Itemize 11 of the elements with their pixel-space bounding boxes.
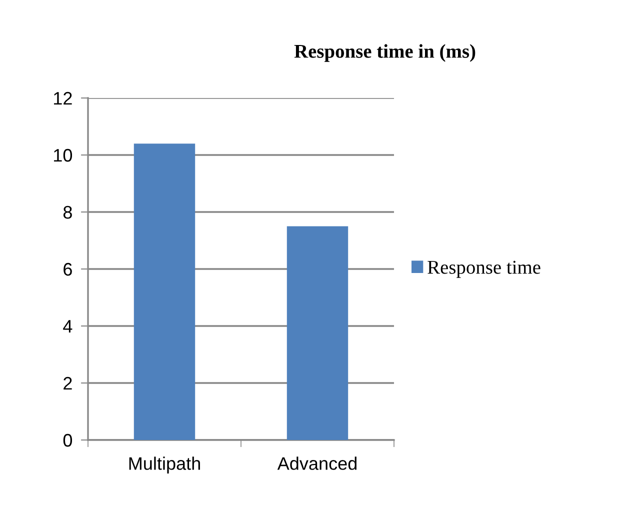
- chart-title: Response time in (ms): [294, 44, 476, 62]
- y-tick-label: 12: [54, 92, 72, 105]
- y-tick-label: 8: [63, 206, 72, 219]
- x-tick-label: Advanced: [277, 456, 356, 470]
- y-tick-label: 0: [63, 434, 72, 447]
- legend-label: Response time: [428, 260, 540, 278]
- x-tick-label: Multipath: [129, 456, 200, 474]
- y-tick-label: 4: [63, 320, 72, 333]
- y-tick-label: 2: [64, 376, 72, 390]
- y-tick-label: 10: [54, 148, 72, 162]
- y-tick-label: 6: [64, 262, 72, 276]
